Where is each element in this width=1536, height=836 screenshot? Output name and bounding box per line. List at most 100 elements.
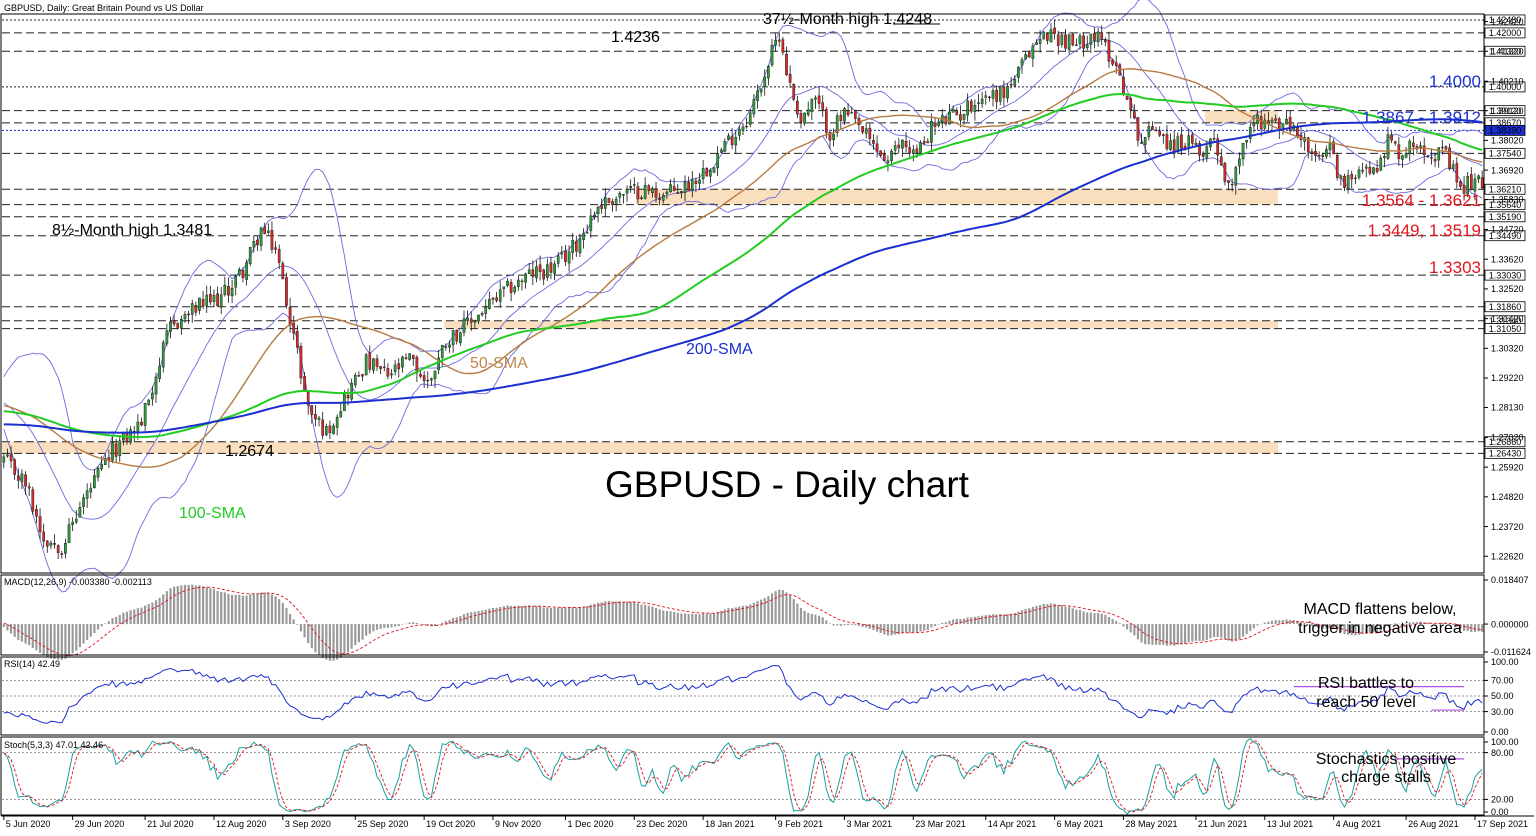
candle-body <box>745 125 748 128</box>
candle-body <box>1031 45 1035 59</box>
rsi-tick-label: 30.00 <box>1491 707 1514 717</box>
price-tick-label: 1.31420 <box>1491 314 1524 324</box>
candle-body <box>281 263 285 280</box>
candle-body <box>1075 44 1078 46</box>
annotation-1-3449-1-3519: 1.3449, 1.3519 <box>1368 221 1481 240</box>
candle-body <box>843 108 846 122</box>
candle-body <box>198 297 201 311</box>
candle-body <box>324 426 328 436</box>
annotation-1-3564-1-3621: 1.3564 - 1.3621 <box>1362 191 1481 210</box>
candle-body <box>24 474 27 487</box>
candle-body <box>701 168 705 180</box>
candle-body <box>448 344 451 348</box>
candle-body <box>1361 169 1364 172</box>
candle-body <box>897 144 901 149</box>
candle-body <box>1190 134 1194 144</box>
candle-body <box>741 126 745 131</box>
candle-body <box>1111 59 1114 65</box>
candle-body <box>1288 117 1292 132</box>
time-tick-label: 9 Nov 2020 <box>495 819 541 829</box>
candle-body <box>1426 156 1430 158</box>
candle-body <box>774 40 777 46</box>
candle-body <box>299 345 303 379</box>
level-tag-box-16 <box>1484 436 1526 448</box>
candle-body <box>71 521 74 525</box>
time-tick-label: 5 Jun 2020 <box>6 819 51 829</box>
sma-line-100 <box>3 92 1483 439</box>
candle-body <box>484 306 488 314</box>
candle-body <box>433 370 437 379</box>
candle-body <box>1346 175 1350 189</box>
candle-body <box>513 286 517 293</box>
level-tag-box-3 <box>1484 81 1526 93</box>
candle-body <box>1147 126 1151 137</box>
price-tick-label: 1.28130 <box>1491 403 1524 413</box>
price-tick-label: 1.25920 <box>1491 462 1524 472</box>
candle-body <box>1013 79 1017 87</box>
candle-body <box>303 376 306 391</box>
candle-body <box>1252 123 1256 127</box>
candle-body <box>270 229 274 250</box>
candle-body <box>38 516 42 533</box>
candle-body <box>803 112 806 124</box>
candle-body <box>893 145 897 151</box>
candle-body <box>763 76 767 88</box>
candle-body <box>390 373 393 376</box>
candle-body <box>676 192 680 194</box>
candle-body <box>658 198 661 200</box>
candle-body <box>252 241 256 248</box>
candle-body <box>864 128 868 134</box>
candle-body <box>1002 86 1006 98</box>
rsi-tick-label: 100.00 <box>1491 657 1519 667</box>
time-tick-label: 23 Dec 2020 <box>636 819 687 829</box>
candle-body <box>1085 44 1089 49</box>
time-tick-label: 25 Sep 2020 <box>357 819 408 829</box>
candle-body <box>651 188 654 194</box>
time-tick-label: 12 Aug 2020 <box>216 819 267 829</box>
axes: 1.42480 1.42000 1.41320 1.40000 1.39120 1.386… <box>3 14 1531 829</box>
candle-body <box>393 364 397 372</box>
candle-body <box>1397 144 1401 160</box>
price-tick-label: 1.22620 <box>1491 551 1524 561</box>
rsi-tick-label: 70.00 <box>1491 676 1514 686</box>
candle-body <box>1020 59 1024 66</box>
candle-body <box>245 262 248 280</box>
chart-title: GBPUSD - Daily chart <box>605 464 970 505</box>
stoch-d-line <box>3 740 1483 813</box>
price-tick-label: 1.30320 <box>1491 344 1524 354</box>
candle-body <box>35 509 38 517</box>
candle-body <box>1245 139 1248 143</box>
candle-body <box>1205 146 1209 159</box>
candle-body <box>223 284 227 295</box>
level-tag-box-13 <box>1484 301 1526 313</box>
symbol-label: GBPUSD, Daily: Great Britain Pound vs US… <box>4 3 204 13</box>
time-tick-label: 1 Dec 2020 <box>567 819 613 829</box>
candle-body <box>469 318 473 323</box>
candle-body <box>1379 157 1383 171</box>
candle-body <box>1136 117 1140 141</box>
macd-tick-label: 0.018407 <box>1491 575 1529 585</box>
candle-body <box>477 314 480 322</box>
stoch-tick-label: 100.00 <box>1491 737 1519 747</box>
candle-body <box>625 189 629 194</box>
candle-body <box>574 240 578 252</box>
level-tag-box-1 <box>1484 27 1526 39</box>
candle-body <box>332 425 335 434</box>
candle-body <box>915 148 919 153</box>
candle-body <box>527 269 531 275</box>
candle-body <box>161 342 165 368</box>
candle-body <box>875 143 879 152</box>
candle-body <box>948 111 951 125</box>
candle-body <box>285 277 288 306</box>
candle-body <box>524 273 527 283</box>
candle-body <box>1328 142 1332 151</box>
candle-body <box>1448 147 1451 170</box>
candle-body <box>716 152 719 169</box>
candle-body <box>1067 34 1071 50</box>
candle-body <box>277 249 281 263</box>
candle-body <box>603 197 607 209</box>
candle-body <box>1165 134 1169 150</box>
candle-body <box>440 344 444 358</box>
price-tick-label: 1.34720 <box>1491 225 1524 235</box>
level-tag-13: 1.31860 <box>1489 302 1522 312</box>
